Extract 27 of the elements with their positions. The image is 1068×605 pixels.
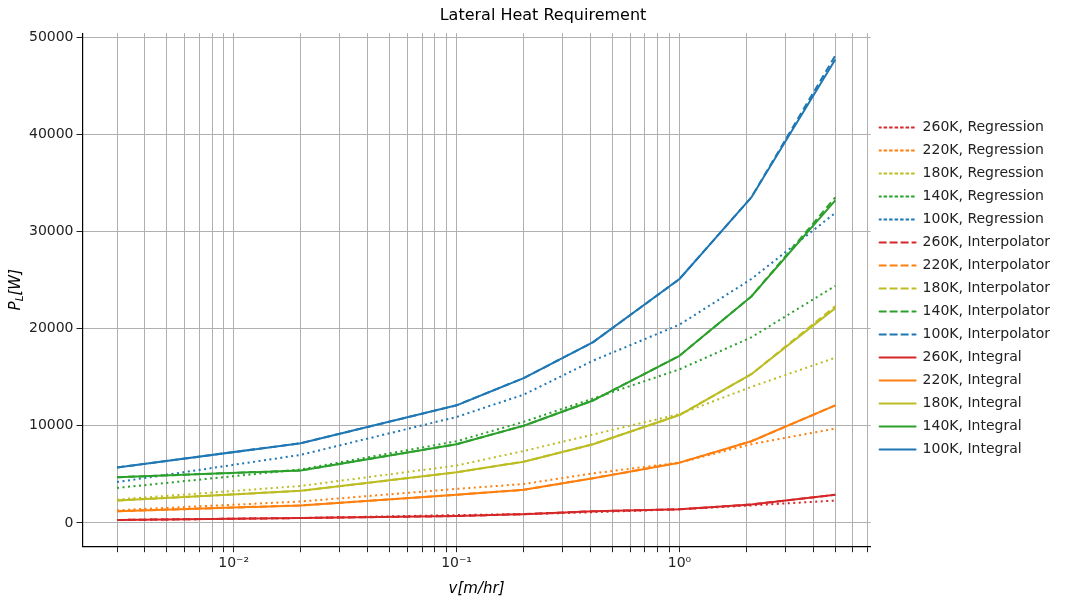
y-tick-label: 50000 [28, 27, 74, 44]
y-tick-label: 10000 [28, 416, 74, 433]
y-tick-label: 20000 [28, 319, 74, 336]
x-tick-label: 10⁰ [667, 554, 692, 571]
x-tick-label: 10⁻¹ [441, 554, 472, 571]
legend-label: 100K, Integral [922, 440, 1022, 457]
legend-label: 100K, Regression [922, 210, 1044, 227]
x-axis-title: v[m/hr] [448, 578, 505, 597]
y-tick-label: 30000 [28, 222, 74, 239]
legend-label: 140K, Integral [922, 417, 1022, 434]
legend-label: 260K, Integral [922, 348, 1022, 365]
chart-title: Lateral Heat Requirement [439, 4, 647, 24]
legend-label: 100K, Interpolator [922, 325, 1051, 342]
legend-label: 180K, Regression [922, 164, 1044, 181]
y-axis-title: PL[W] [5, 268, 26, 311]
legend-label: 220K, Regression [922, 141, 1044, 158]
legend-label: 220K, Interpolator [922, 256, 1051, 273]
legend-label: 140K, Interpolator [922, 302, 1051, 319]
y-tick-label: 40000 [28, 124, 74, 141]
legend-label: 260K, Regression [922, 118, 1044, 135]
legend-label: 180K, Integral [922, 394, 1022, 411]
y-tick-label: 0 [64, 513, 74, 530]
x-tick-label: 10⁻² [218, 554, 250, 571]
legend-label: 260K, Interpolator [922, 233, 1051, 250]
legend-label: 220K, Integral [922, 371, 1022, 388]
legend-label: 180K, Interpolator [922, 279, 1051, 296]
legend-label: 140K, Regression [922, 187, 1044, 204]
